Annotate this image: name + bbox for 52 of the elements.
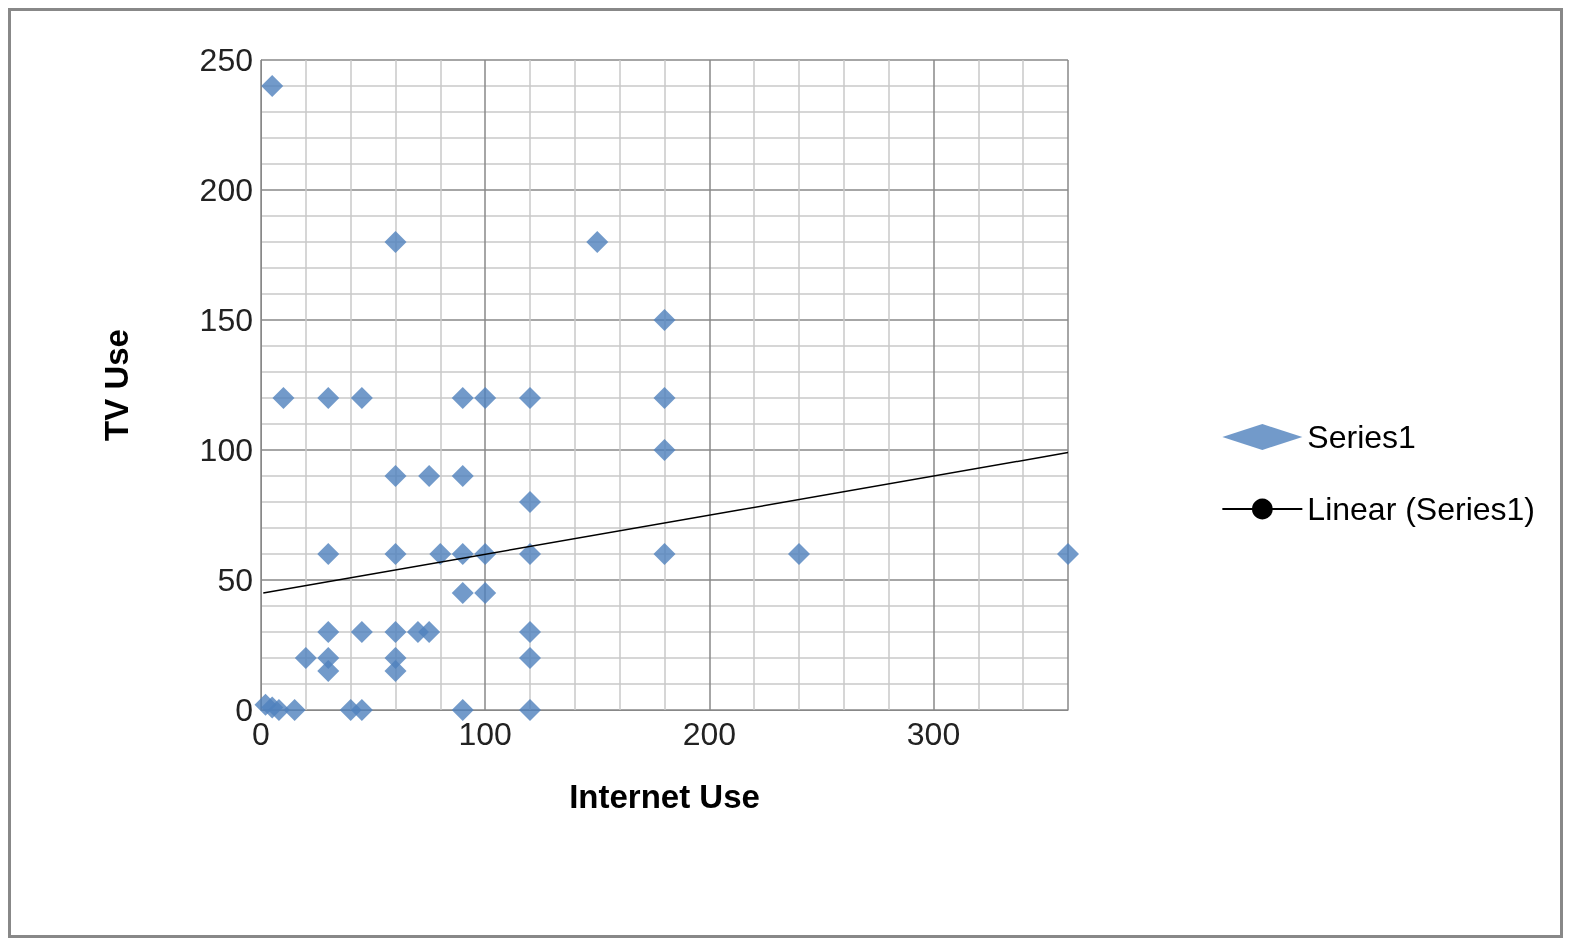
point <box>653 309 676 331</box>
y-tick-label: 200 <box>199 172 253 208</box>
x-axis-title: Internet Use <box>569 778 760 815</box>
point <box>451 387 474 409</box>
point <box>418 465 441 487</box>
point <box>350 699 373 721</box>
x-tick-label: 100 <box>458 716 512 752</box>
legend-label: Linear (Series1) <box>1307 491 1535 527</box>
y-tick-label: 50 <box>217 562 253 598</box>
y-axis-title: TV Use <box>98 329 135 441</box>
point <box>317 621 340 643</box>
point <box>384 543 407 565</box>
point <box>384 621 407 643</box>
x-tick-label: 300 <box>906 716 961 752</box>
point <box>317 387 340 409</box>
point <box>519 699 541 721</box>
point <box>429 543 452 565</box>
point <box>653 439 676 461</box>
point <box>350 387 373 409</box>
point <box>384 660 407 682</box>
point <box>653 387 676 409</box>
point <box>418 621 441 643</box>
point <box>519 543 541 565</box>
point <box>519 387 541 409</box>
point <box>451 543 474 565</box>
point <box>384 231 407 253</box>
point <box>294 647 317 669</box>
point <box>519 621 541 643</box>
y-tick-label: 250 <box>199 42 253 78</box>
point <box>519 491 541 513</box>
legend-label: Series1 <box>1307 419 1416 455</box>
point <box>519 647 541 669</box>
point <box>350 621 373 643</box>
point <box>272 387 295 409</box>
y-tick-label: 0 <box>235 692 253 728</box>
point <box>317 660 340 682</box>
y-tick-label: 150 <box>199 302 253 338</box>
x-tick-label: 200 <box>682 716 737 752</box>
y-tick-label: 100 <box>199 432 253 468</box>
point <box>451 465 474 487</box>
point <box>451 699 474 721</box>
point <box>1057 543 1079 565</box>
point <box>317 543 340 565</box>
point <box>788 543 810 565</box>
point <box>474 582 497 604</box>
point <box>261 75 284 97</box>
point <box>283 699 306 721</box>
point <box>384 465 407 487</box>
point <box>653 543 676 565</box>
point <box>474 387 497 409</box>
point <box>451 582 474 604</box>
point <box>586 231 609 253</box>
